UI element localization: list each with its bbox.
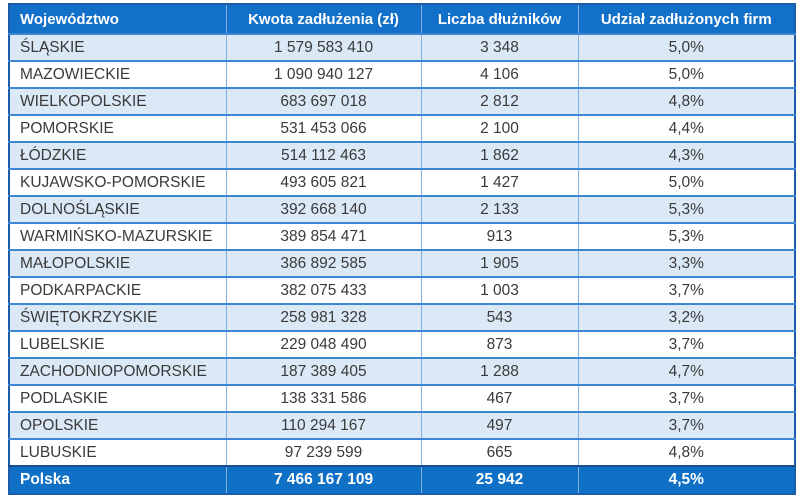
cell-wojewodztwo: DOLNOŚLĄSKIE [9,196,226,223]
cell-liczba: 1 427 [420,169,578,196]
table-row: POMORSKIE 531 453 066 2 100 4,4% [9,115,795,142]
table-footer: Polska 7 466 167 109 25 942 4,5% [9,466,795,494]
cell-kwota: 258 981 328 [225,304,421,331]
table-row: LUBELSKIE 229 048 490 873 3,7% [9,331,795,358]
table-row: ŚLĄSKIE 1 579 583 410 3 348 5,0% [9,34,795,61]
cell-udzial: 3,3% [577,250,795,277]
table-row: ZACHODNIOPOMORSKIE 187 389 405 1 288 4,7% [9,358,795,385]
column-header-kwota-zadluzenia: Kwota zadłużenia (zł) [225,4,421,34]
cell-wojewodztwo: ŁÓDZKIE [9,142,226,169]
table-body: ŚLĄSKIE 1 579 583 410 3 348 5,0% MAZOWIECKIE… [9,34,795,466]
cell-kwota: 138 331 586 [225,385,421,412]
cell-udzial: 4,8% [577,88,795,115]
cell-wojewodztwo: OPOLSKIE [9,412,226,439]
cell-wojewodztwo: KUJAWSKO-POMORSKIE [9,169,226,196]
cell-kwota: 187 389 405 [225,358,421,385]
totals-cell-udzial: 4,5% [577,466,795,494]
cell-wojewodztwo: WIELKOPOLSKIE [9,88,226,115]
header-row: Województwo Kwota zadłużenia (zł) Liczba… [9,4,795,34]
cell-liczba: 3 348 [420,34,578,61]
table-row: PODLASKIE 138 331 586 467 3,7% [9,385,795,412]
cell-wojewodztwo: ZACHODNIOPOMORSKIE [9,358,226,385]
table-row: ŚWIĘTOKRZYSKIE 258 981 328 543 3,2% [9,304,795,331]
totals-cell-wojewodztwo: Polska [9,466,226,494]
cell-wojewodztwo: PODKARPACKIE [9,277,226,304]
cell-wojewodztwo: LUBELSKIE [9,331,226,358]
cell-liczba: 2 812 [420,88,578,115]
cell-kwota: 392 668 140 [225,196,421,223]
cell-wojewodztwo: ŚWIĘTOKRZYSKIE [9,304,226,331]
debt-table-container: Województwo Kwota zadłużenia (zł) Liczba… [8,3,796,495]
totals-cell-kwota: 7 466 167 109 [225,466,421,494]
cell-kwota: 514 112 463 [225,142,421,169]
cell-kwota: 97 239 599 [225,439,421,466]
table-row: MAŁOPOLSKIE 386 892 585 1 905 3,3% [9,250,795,277]
cell-udzial: 3,7% [577,412,795,439]
cell-kwota: 382 075 433 [225,277,421,304]
cell-udzial: 3,2% [577,304,795,331]
cell-udzial: 4,7% [577,358,795,385]
cell-liczba: 497 [420,412,578,439]
column-header-wojewodztwo: Województwo [9,4,226,34]
cell-liczba: 4 106 [420,61,578,88]
totals-row: Polska 7 466 167 109 25 942 4,5% [9,466,795,494]
cell-liczba: 913 [420,223,578,250]
cell-kwota: 389 854 471 [225,223,421,250]
cell-liczba: 665 [420,439,578,466]
totals-cell-liczba: 25 942 [420,466,578,494]
cell-liczba: 1 288 [420,358,578,385]
cell-liczba: 1 003 [420,277,578,304]
cell-wojewodztwo: WARMIŃSKO-MAZURSKIE [9,223,226,250]
cell-kwota: 1 579 583 410 [225,34,421,61]
cell-wojewodztwo: POMORSKIE [9,115,226,142]
cell-kwota: 493 605 821 [225,169,421,196]
cell-udzial: 4,8% [577,439,795,466]
cell-wojewodztwo: PODLASKIE [9,385,226,412]
table-header: Województwo Kwota zadłużenia (zł) Liczba… [9,4,795,34]
cell-liczba: 2 100 [420,115,578,142]
table-row: MAZOWIECKIE 1 090 940 127 4 106 5,0% [9,61,795,88]
cell-kwota: 1 090 940 127 [225,61,421,88]
cell-liczba: 1 905 [420,250,578,277]
cell-liczba: 873 [420,331,578,358]
cell-udzial: 4,4% [577,115,795,142]
cell-udzial: 5,0% [577,61,795,88]
column-header-udzial-zadluzonych-firm: Udział zadłużonych firm [577,4,795,34]
table-row: WARMIŃSKO-MAZURSKIE 389 854 471 913 5,3% [9,223,795,250]
cell-kwota: 531 453 066 [225,115,421,142]
cell-liczba: 543 [420,304,578,331]
cell-wojewodztwo: LUBUSKIE [9,439,226,466]
cell-udzial: 4,3% [577,142,795,169]
column-header-liczba-dluznikow: Liczba dłużników [420,4,578,34]
table-row: WIELKOPOLSKIE 683 697 018 2 812 4,8% [9,88,795,115]
cell-udzial: 5,3% [577,196,795,223]
cell-udzial: 3,7% [577,277,795,304]
table-row: LUBUSKIE 97 239 599 665 4,8% [9,439,795,466]
cell-udzial: 5,0% [577,169,795,196]
cell-wojewodztwo: ŚLĄSKIE [9,34,226,61]
cell-kwota: 110 294 167 [225,412,421,439]
cell-kwota: 683 697 018 [225,88,421,115]
cell-liczba: 467 [420,385,578,412]
table-row: DOLNOŚLĄSKIE 392 668 140 2 133 5,3% [9,196,795,223]
cell-kwota: 386 892 585 [225,250,421,277]
table-row: PODKARPACKIE 382 075 433 1 003 3,7% [9,277,795,304]
table-row: OPOLSKIE 110 294 167 497 3,7% [9,412,795,439]
table-row: ŁÓDZKIE 514 112 463 1 862 4,3% [9,142,795,169]
cell-wojewodztwo: MAZOWIECKIE [9,61,226,88]
cell-udzial: 5,3% [577,223,795,250]
debt-table: Województwo Kwota zadłużenia (zł) Liczba… [8,3,796,495]
cell-udzial: 3,7% [577,331,795,358]
cell-liczba: 2 133 [420,196,578,223]
cell-liczba: 1 862 [420,142,578,169]
table-row: KUJAWSKO-POMORSKIE 493 605 821 1 427 5,0% [9,169,795,196]
cell-kwota: 229 048 490 [225,331,421,358]
cell-udzial: 3,7% [577,385,795,412]
cell-wojewodztwo: MAŁOPOLSKIE [9,250,226,277]
cell-udzial: 5,0% [577,34,795,61]
